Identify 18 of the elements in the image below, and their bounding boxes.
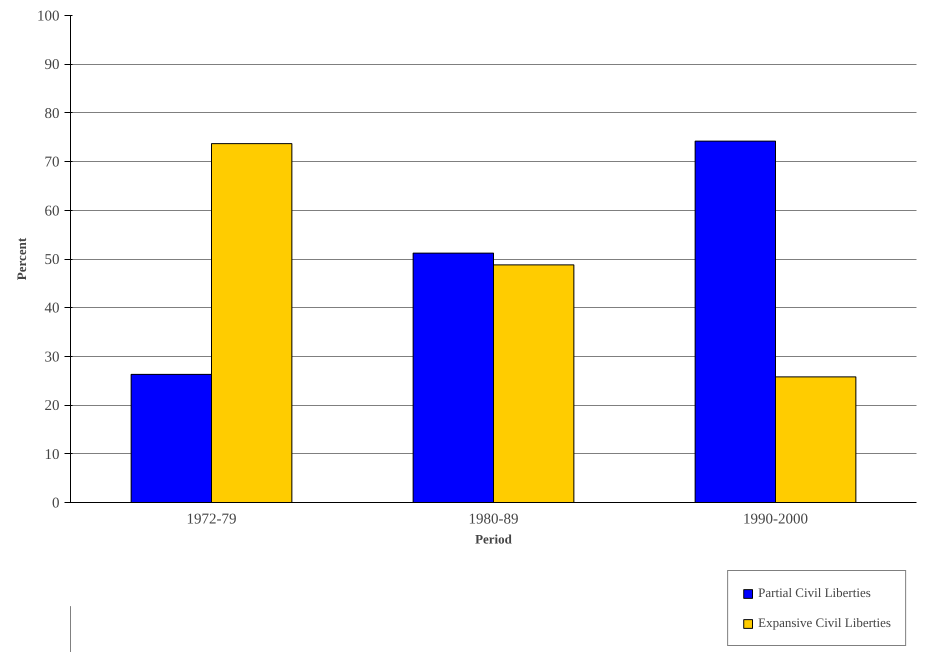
y-tick-label: 100 (37, 8, 60, 24)
x-tick-label: 1972-79 (186, 512, 236, 528)
y-tick-label: 90 (44, 57, 60, 74)
y-axis-title: Percent (14, 237, 29, 280)
y-tick-label: 50 (44, 252, 60, 268)
y-tick-label: 60 (44, 203, 60, 220)
x-tick-label: 1980-89 (468, 512, 518, 528)
y-tick-label: 30 (44, 349, 60, 366)
y-tick-label: 20 (44, 398, 60, 414)
x-tick-label: 1990-2000 (743, 512, 808, 528)
x-axis-title: Period (475, 532, 513, 546)
y-tick-label: 0 (52, 496, 60, 512)
y-tick-label: 40 (44, 300, 60, 317)
legend-label: Expansive Civil Liberties (758, 615, 891, 631)
legend-label: Partial Civil Liberties (758, 585, 871, 601)
y-tick-label: 80 (44, 106, 60, 122)
y-tick-label: 10 (44, 446, 60, 463)
y-tick-label: 70 (44, 154, 60, 171)
